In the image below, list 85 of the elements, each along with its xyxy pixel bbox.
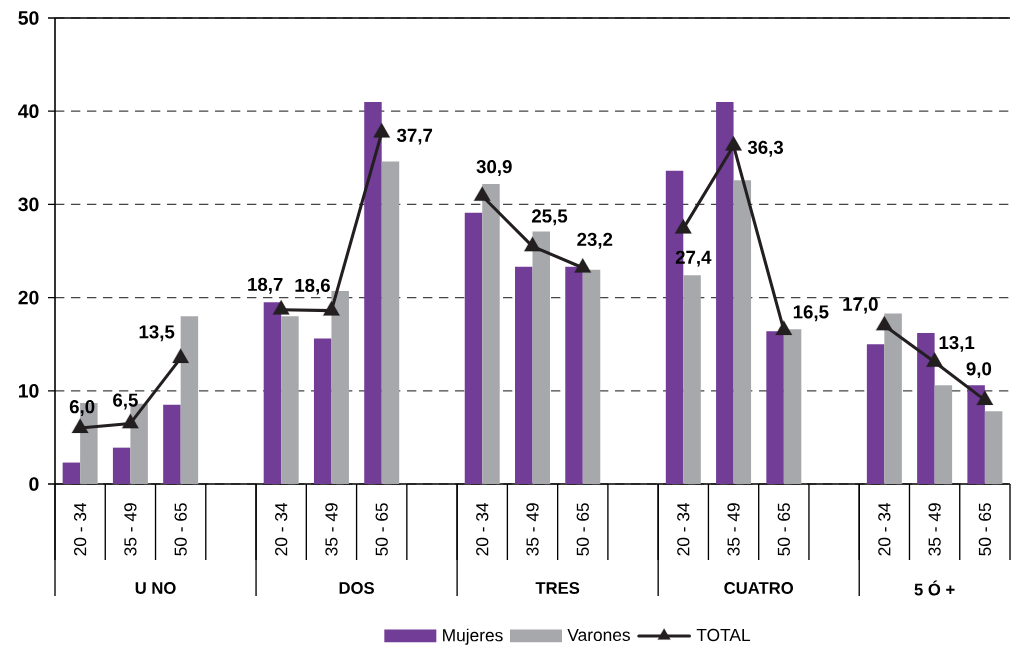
point [172, 348, 190, 364]
bar [112, 447, 131, 484]
text: DOS [339, 582, 374, 594]
y-tick-label: 10 [19, 383, 39, 398]
x-tick-label: 50 - 65 [375, 503, 388, 556]
bar [733, 180, 752, 484]
text: 5 Ó + [914, 580, 955, 596]
data-label: 9,0 [966, 362, 992, 379]
bar [783, 329, 802, 484]
point [725, 136, 742, 151]
bar [364, 101, 382, 484]
data-label: 6,5 [113, 393, 138, 410]
x-tick-label: 20 - 34 [73, 502, 87, 556]
bar [163, 404, 181, 484]
point [674, 218, 692, 234]
bar [331, 291, 349, 484]
bar [180, 316, 199, 484]
bar [683, 275, 701, 484]
data-label: 13,1 [939, 335, 975, 352]
x-tick-label: 50 - 65 [174, 503, 187, 556]
text: U NO [135, 582, 176, 594]
data-label: 13,5 [139, 325, 175, 342]
data-label: 36,3 [747, 140, 784, 157]
y-tick-label: 50 [18, 11, 39, 25]
bar [716, 101, 734, 484]
bar [984, 411, 1003, 484]
bar [482, 183, 500, 484]
data-label: 23,2 [577, 232, 613, 249]
bar [582, 269, 601, 484]
data-label: 37,7 [396, 128, 433, 145]
y-tick-label: 40 [18, 104, 39, 119]
x-tick-label: 35 - 49 [124, 503, 137, 556]
point [272, 300, 290, 315]
x-tick-label: 50 - 65 [576, 503, 589, 556]
bar [866, 344, 885, 484]
point [976, 390, 994, 405]
y-tick-label: 0 [29, 477, 39, 491]
point [775, 320, 793, 336]
bar [381, 161, 400, 484]
data-label: 30,9 [476, 160, 512, 176]
point [71, 418, 89, 433]
bar [766, 331, 784, 484]
bar [917, 333, 935, 484]
bar [934, 385, 953, 484]
bar [263, 302, 282, 484]
x-tick-label: 20 - 34 [878, 502, 891, 556]
bar [967, 385, 985, 484]
bar [313, 338, 332, 484]
legend-label: Mujeres [443, 628, 503, 645]
bar [62, 462, 81, 484]
x-tick-label: 35 - 49 [325, 503, 338, 556]
y-tick-label: 30 [18, 197, 39, 212]
legend-label: TOTAL [696, 628, 751, 642]
data-label: 25,5 [531, 209, 568, 226]
data-label: 18,7 [248, 277, 283, 294]
x-tick-label: 20 - 34 [476, 502, 489, 556]
y-tick-label: 20 [18, 290, 39, 305]
point [574, 258, 592, 273]
data-label: 17,0 [843, 297, 878, 314]
bar [884, 313, 902, 484]
data-label: 6,0 [69, 400, 95, 417]
x-tick-label: 35 - 49 [526, 503, 539, 556]
bar [532, 231, 550, 484]
data-label: 18,6 [295, 278, 330, 295]
x-tick-label: 50 - 65 [978, 503, 992, 556]
text: TRES [535, 582, 580, 594]
point [875, 315, 893, 331]
point [323, 300, 340, 316]
point [524, 236, 541, 252]
x-tick-label: 50 - 65 [777, 503, 790, 556]
x-tick-label: 20 - 34 [275, 502, 288, 556]
point [473, 186, 491, 201]
bar [464, 212, 483, 484]
bar [281, 316, 299, 484]
x-tick-label: 35 - 49 [727, 503, 740, 556]
point [926, 352, 944, 367]
text: CUATRO [724, 582, 793, 594]
point [373, 122, 391, 138]
x-tick-label: 20 - 34 [677, 502, 690, 556]
bar [565, 266, 583, 484]
x-tick-label: 35 - 49 [928, 503, 941, 556]
point [122, 413, 139, 429]
data-label: 16,5 [793, 305, 829, 322]
bar [515, 266, 533, 484]
legend-label: Varones [567, 628, 630, 642]
